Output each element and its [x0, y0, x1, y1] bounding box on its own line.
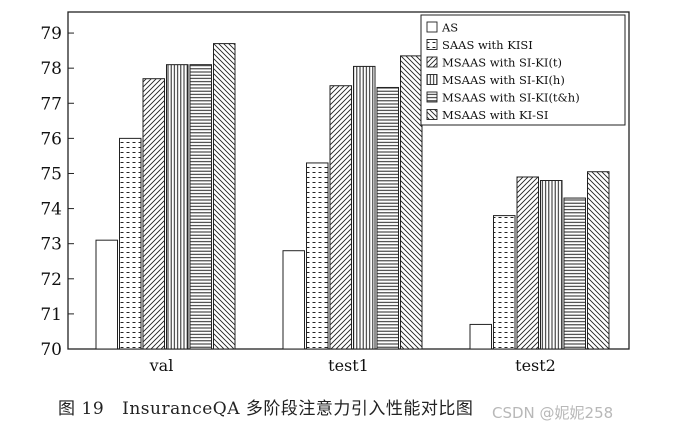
- legend-label: SAAS with KISI: [442, 38, 533, 52]
- bar: [587, 171, 610, 350]
- legend-swatch: [426, 21, 438, 33]
- bar: [142, 78, 165, 350]
- bar: [306, 162, 329, 350]
- bar: [282, 250, 305, 350]
- y-tick-label: 72: [40, 270, 62, 290]
- y-tick-label: 73: [40, 235, 62, 255]
- x-category-label: test2: [515, 356, 556, 375]
- legend-swatch: [426, 39, 438, 50]
- bar: [353, 65, 376, 350]
- bar: [189, 64, 212, 350]
- x-axis: val test1 test2: [149, 356, 556, 375]
- bar: [516, 176, 539, 350]
- figure-label: 图: [58, 399, 76, 419]
- y-tick-label: 71: [40, 305, 62, 325]
- y-tick-label: 78: [40, 59, 62, 79]
- y-axis: 70 71 72 73 74 75 76 77 78 79: [40, 24, 74, 360]
- bar: [329, 85, 352, 350]
- y-tick-label: 79: [40, 24, 62, 44]
- legend-swatch: [426, 109, 438, 120]
- watermark: CSDN @妮妮258: [492, 404, 614, 422]
- bar: [400, 55, 423, 350]
- bar: [376, 86, 399, 350]
- bar: [166, 64, 189, 350]
- legend-box: [420, 14, 626, 126]
- figure-number: 19: [81, 399, 105, 419]
- y-tick-label: 76: [40, 129, 62, 149]
- x-category-label: test1: [328, 356, 369, 375]
- y-tick-label: 77: [40, 94, 62, 114]
- legend-swatch: [426, 56, 438, 68]
- bar: [213, 43, 236, 350]
- bar: [563, 197, 586, 350]
- legend-label: MSAAS with SI-KI(h): [442, 73, 565, 87]
- bar: [493, 215, 516, 350]
- caption-text: InsuranceQA 多阶段注意力引入性能对比图: [122, 399, 474, 419]
- y-tick-label: 70: [40, 340, 62, 360]
- legend-swatch: [426, 74, 438, 85]
- legend-swatch: [426, 91, 438, 103]
- legend-label: MSAAS with SI-KI(t): [442, 56, 562, 70]
- bar-series: [95, 43, 610, 350]
- y-tick-label: 75: [40, 164, 62, 184]
- x-category-label: val: [149, 356, 174, 375]
- bar: [540, 180, 563, 350]
- legend-label: MSAAS with KI-SI: [442, 108, 548, 122]
- bar: [469, 323, 492, 350]
- bar: [119, 137, 142, 350]
- legend-label: MSAAS with SI-KI(t&h): [442, 91, 580, 105]
- figure-caption: 图 19 InsuranceQA 多阶段注意力引入性能对比图: [58, 394, 473, 419]
- legend-label: AS: [441, 21, 458, 35]
- legend: AS SAAS with KISI MSAAS with SI-KI(t) MSAAS…: [420, 14, 626, 126]
- bar: [95, 239, 118, 350]
- y-tick-label: 74: [40, 200, 62, 220]
